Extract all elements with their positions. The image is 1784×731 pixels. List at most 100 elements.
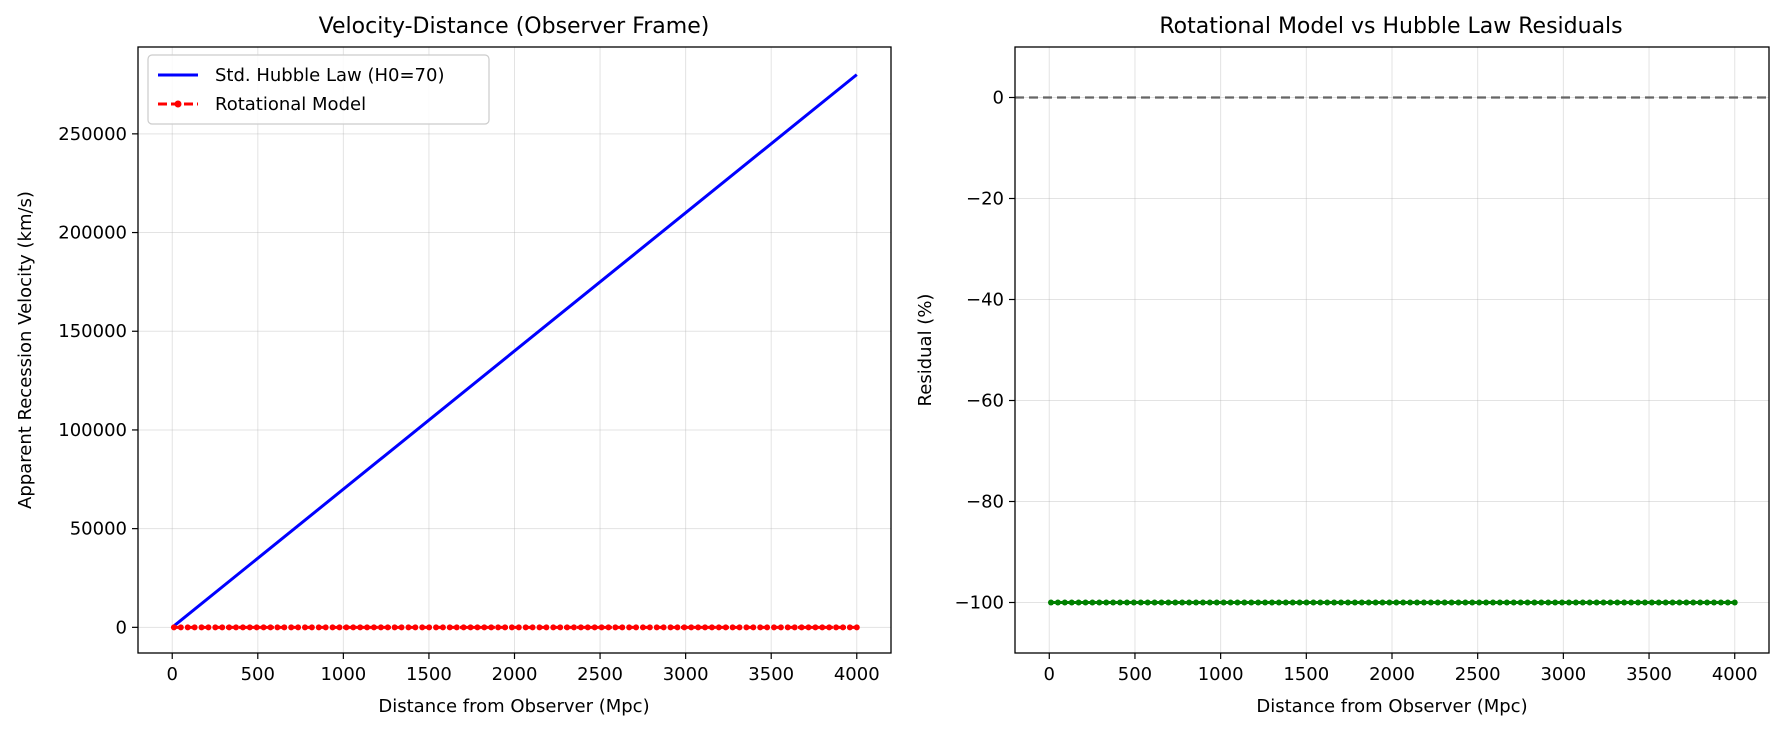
x-tick-label: 3500 xyxy=(1626,664,1672,685)
data-point xyxy=(1199,599,1206,606)
data-point xyxy=(1137,599,1144,606)
data-point xyxy=(233,624,240,631)
data-point xyxy=(1193,599,1200,606)
data-point xyxy=(646,624,653,631)
data-point xyxy=(1538,599,1545,606)
x-tick-label: 2000 xyxy=(1369,664,1415,685)
data-point xyxy=(295,624,302,631)
data-point xyxy=(1110,599,1117,606)
data-point xyxy=(619,624,626,631)
data-point xyxy=(405,624,412,631)
data-point xyxy=(1683,599,1690,606)
data-point xyxy=(819,624,826,631)
data-point xyxy=(688,624,695,631)
x-tick-label: 3000 xyxy=(663,664,709,685)
data-point xyxy=(1711,599,1718,606)
data-point xyxy=(329,624,336,631)
data-point xyxy=(419,624,426,631)
legend-label-rotational: Rotational Model xyxy=(215,94,366,115)
data-point xyxy=(1676,599,1683,606)
legend-label-hubble: Std. Hubble Law (H0=70) xyxy=(215,65,444,86)
data-point xyxy=(681,624,688,631)
data-point xyxy=(1462,599,1469,606)
data-point xyxy=(1635,599,1642,606)
y-tick-label: 150000 xyxy=(58,321,127,342)
y-axis-label: Residual (%) xyxy=(915,294,936,407)
data-point xyxy=(1614,599,1621,606)
data-point xyxy=(536,624,543,631)
data-point xyxy=(633,624,640,631)
data-point xyxy=(1600,599,1607,606)
data-point xyxy=(246,624,253,631)
data-point xyxy=(274,624,281,631)
data-point xyxy=(1697,599,1704,606)
data-point xyxy=(674,624,681,631)
data-point xyxy=(357,624,364,631)
residuals-chart: Rotational Model vs Hubble Law Residuals… xyxy=(915,14,1770,717)
data-point xyxy=(764,624,771,631)
x-tick-label: 2500 xyxy=(577,664,623,685)
data-point xyxy=(612,624,619,631)
data-point xyxy=(474,624,481,631)
data-point xyxy=(591,624,598,631)
data-point xyxy=(1669,599,1676,606)
data-point xyxy=(239,624,246,631)
data-point xyxy=(453,624,460,631)
data-point xyxy=(1179,599,1186,606)
data-point xyxy=(426,624,433,631)
data-point xyxy=(584,624,591,631)
data-point xyxy=(1593,599,1600,606)
data-point xyxy=(812,624,819,631)
tick-layer: 0 500 1000 1500 2000 2500 3000 3500 4000 0 50000 10… xyxy=(58,124,879,685)
data-point xyxy=(184,624,191,631)
series-line xyxy=(172,73,858,628)
data-point xyxy=(1448,599,1455,606)
data-point xyxy=(757,624,764,631)
data-point xyxy=(1490,599,1497,606)
data-point xyxy=(1579,599,1586,606)
data-point xyxy=(1068,599,1075,606)
data-point xyxy=(1123,599,1130,606)
data-point xyxy=(1344,599,1351,606)
data-point xyxy=(736,624,743,631)
x-tick-label: 4000 xyxy=(834,664,880,685)
data-point xyxy=(1690,599,1697,606)
data-point xyxy=(1469,599,1476,606)
data-point xyxy=(1248,599,1255,606)
data-point xyxy=(784,624,791,631)
data-point xyxy=(322,624,329,631)
data-point xyxy=(1268,599,1275,606)
data-point xyxy=(1655,599,1662,606)
data-point xyxy=(439,624,446,631)
data-point xyxy=(1731,599,1738,606)
data-point xyxy=(1427,599,1434,606)
data-point xyxy=(1586,599,1593,606)
x-tick-label: 3000 xyxy=(1540,664,1586,685)
data-point xyxy=(1552,599,1559,606)
data-point xyxy=(1531,599,1538,606)
data-point xyxy=(846,624,853,631)
data-point xyxy=(639,624,646,631)
data-point xyxy=(1096,599,1103,606)
data-point xyxy=(364,624,371,631)
y-tick-label: −80 xyxy=(966,492,1004,513)
data-point xyxy=(853,624,860,631)
data-point xyxy=(495,624,502,631)
x-tick-label: 1500 xyxy=(406,664,452,685)
data-point xyxy=(729,624,736,631)
data-point xyxy=(315,624,322,631)
data-point xyxy=(750,624,757,631)
data-point xyxy=(336,624,343,631)
data-point xyxy=(1282,599,1289,606)
data-point xyxy=(1165,599,1172,606)
x-tick-label: 4000 xyxy=(1712,664,1758,685)
x-tick-label: 1000 xyxy=(320,664,366,685)
data-point xyxy=(798,624,805,631)
data-point xyxy=(1517,599,1524,606)
x-tick-label: 2500 xyxy=(1455,664,1501,685)
data-point xyxy=(653,624,660,631)
data-point xyxy=(1510,599,1517,606)
chart-title: Velocity-Distance (Observer Frame) xyxy=(319,14,710,39)
data-point xyxy=(467,624,474,631)
y-tick-label: 200000 xyxy=(58,223,127,244)
